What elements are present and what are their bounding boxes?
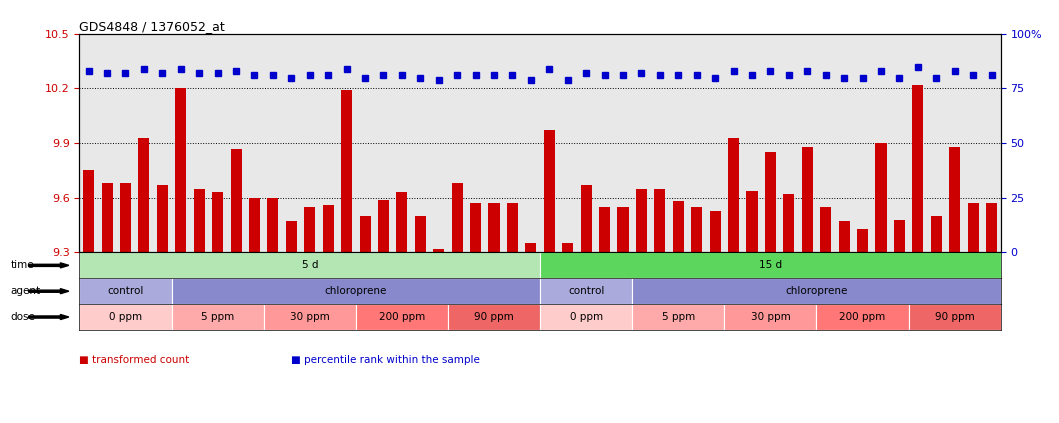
Text: time: time bbox=[11, 260, 34, 270]
Bar bbox=[507, 203, 518, 253]
Bar bbox=[710, 211, 721, 253]
Bar bbox=[264, 304, 356, 330]
Bar bbox=[747, 190, 757, 253]
Text: 200 ppm: 200 ppm bbox=[379, 312, 425, 322]
Bar bbox=[488, 203, 500, 253]
Bar bbox=[543, 130, 555, 253]
Bar bbox=[599, 207, 610, 253]
Text: 200 ppm: 200 ppm bbox=[840, 312, 885, 322]
Bar bbox=[909, 304, 1001, 330]
Bar bbox=[857, 229, 868, 253]
Bar bbox=[212, 192, 223, 253]
Text: 90 ppm: 90 ppm bbox=[935, 312, 974, 322]
Bar bbox=[562, 243, 573, 253]
Bar bbox=[765, 152, 776, 253]
Bar bbox=[540, 278, 632, 304]
Bar bbox=[949, 147, 961, 253]
Bar bbox=[102, 183, 112, 253]
Bar bbox=[540, 304, 632, 330]
Bar bbox=[617, 207, 629, 253]
Bar bbox=[139, 137, 149, 253]
Text: ■ percentile rank within the sample: ■ percentile rank within the sample bbox=[291, 354, 480, 365]
Bar bbox=[304, 207, 316, 253]
Text: ■ transformed count: ■ transformed count bbox=[79, 354, 190, 365]
Bar bbox=[672, 201, 684, 253]
Bar bbox=[175, 88, 186, 253]
Bar bbox=[323, 205, 334, 253]
Bar bbox=[820, 207, 831, 253]
Bar bbox=[839, 222, 849, 253]
Bar bbox=[912, 85, 923, 253]
Text: 15 d: 15 d bbox=[759, 260, 782, 270]
Bar bbox=[986, 203, 998, 253]
Bar bbox=[931, 216, 941, 253]
Bar bbox=[433, 249, 445, 253]
Bar bbox=[83, 170, 94, 253]
Bar bbox=[359, 216, 371, 253]
Text: chloroprene: chloroprene bbox=[325, 286, 387, 296]
Text: 30 ppm: 30 ppm bbox=[751, 312, 790, 322]
Bar bbox=[396, 192, 408, 253]
Bar bbox=[231, 148, 241, 253]
Bar bbox=[632, 278, 1001, 304]
Bar bbox=[79, 278, 172, 304]
Bar bbox=[632, 304, 724, 330]
Bar bbox=[894, 220, 905, 253]
Bar bbox=[451, 183, 463, 253]
Bar bbox=[802, 147, 813, 253]
Text: GDS4848 / 1376052_at: GDS4848 / 1376052_at bbox=[79, 20, 226, 33]
Text: agent: agent bbox=[11, 286, 40, 296]
Bar bbox=[580, 185, 592, 253]
Bar bbox=[635, 189, 647, 253]
Text: chloroprene: chloroprene bbox=[786, 286, 847, 296]
Bar bbox=[415, 216, 426, 253]
Bar bbox=[356, 304, 448, 330]
Bar bbox=[784, 194, 794, 253]
Text: 5 ppm: 5 ppm bbox=[662, 312, 695, 322]
Text: control: control bbox=[568, 286, 605, 296]
Bar bbox=[194, 189, 204, 253]
Bar bbox=[249, 198, 261, 253]
Text: 5 d: 5 d bbox=[302, 260, 318, 270]
Bar bbox=[286, 222, 297, 253]
Bar bbox=[968, 203, 979, 253]
Text: 90 ppm: 90 ppm bbox=[474, 312, 514, 322]
Text: dose: dose bbox=[11, 312, 35, 322]
Bar bbox=[267, 198, 279, 253]
Bar bbox=[378, 200, 389, 253]
Bar bbox=[692, 207, 702, 253]
Bar bbox=[341, 91, 353, 253]
Bar bbox=[79, 253, 540, 278]
Bar bbox=[470, 203, 481, 253]
Bar bbox=[120, 183, 131, 253]
Bar bbox=[816, 304, 909, 330]
Bar bbox=[876, 143, 886, 253]
Text: control: control bbox=[107, 286, 144, 296]
Bar bbox=[448, 304, 540, 330]
Text: 30 ppm: 30 ppm bbox=[290, 312, 329, 322]
Bar bbox=[540, 253, 1001, 278]
Bar bbox=[172, 278, 540, 304]
Bar bbox=[79, 304, 172, 330]
Bar bbox=[525, 243, 537, 253]
Text: 0 ppm: 0 ppm bbox=[109, 312, 142, 322]
Text: 0 ppm: 0 ppm bbox=[570, 312, 603, 322]
Bar bbox=[157, 185, 168, 253]
Bar bbox=[172, 304, 264, 330]
Bar bbox=[728, 137, 739, 253]
Bar bbox=[654, 189, 665, 253]
Bar bbox=[724, 304, 816, 330]
Text: 5 ppm: 5 ppm bbox=[201, 312, 234, 322]
